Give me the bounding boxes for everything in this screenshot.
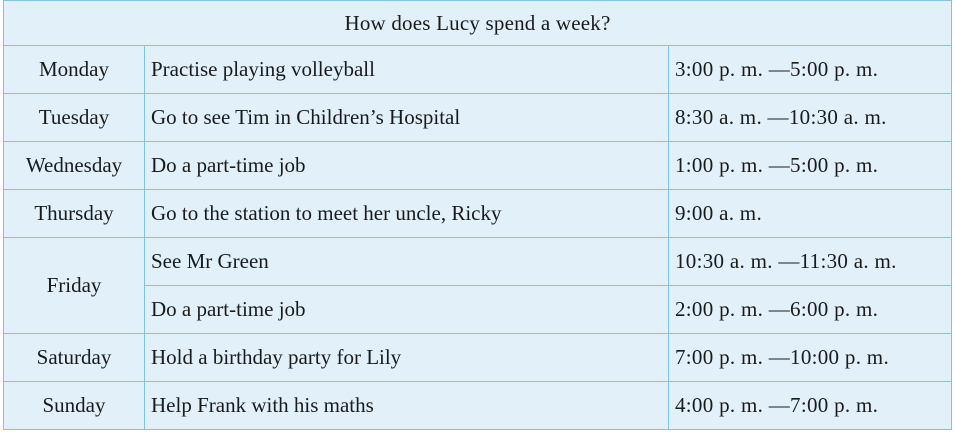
day-cell: Sunday — [3, 381, 145, 430]
table-row-friday-2: Do a part-time job 2:00 p. m. —6:00 p. m… — [4, 285, 953, 334]
day-cell: Tuesday — [3, 93, 145, 142]
table-row-wednesday: Wednesday Do a part-time job 1:00 p. m. … — [3, 141, 953, 190]
time-cell: 9:00 a. m. — [667, 189, 953, 238]
day-cell: Friday — [3, 237, 145, 334]
time-cell: 7:00 p. m. —10:00 p. m. — [667, 333, 953, 382]
activity-cell: Go to the station to meet her uncle, Ric… — [144, 189, 669, 238]
activity-cell: Practise playing volleyball — [144, 45, 669, 94]
time-cell: 8:30 a. m. —10:30 a. m. — [667, 93, 953, 142]
day-cell: Thursday — [3, 189, 145, 238]
activity-cell: Do a part-time job — [144, 141, 669, 190]
activity-cell: See Mr Green — [144, 237, 669, 286]
table-row-monday: Monday Practise playing volleyball 3:00 … — [3, 45, 953, 94]
day-cell: Wednesday — [3, 141, 145, 190]
time-cell: 3:00 p. m. —5:00 p. m. — [667, 45, 953, 94]
title-row: How does Lucy spend a week? — [2, 0, 953, 46]
time-cell: 1:00 p. m. —5:00 p. m. — [667, 141, 953, 190]
time-cell: 2:00 p. m. —6:00 p. m. — [667, 285, 953, 334]
table-row-tuesday: Tuesday Go to see Tim in Children’s Hosp… — [3, 93, 953, 142]
table-row-saturday: Saturday Hold a birthday party for Lily … — [3, 333, 953, 382]
time-cell: 4:00 p. m. —7:00 p. m. — [667, 381, 953, 430]
table-row-thursday: Thursday Go to the station to meet her u… — [3, 189, 953, 238]
activity-cell: Help Frank with his maths — [144, 381, 669, 430]
activity-cell: Go to see Tim in Children’s Hospital — [144, 93, 669, 142]
activity-cell: Hold a birthday party for Lily — [144, 333, 669, 382]
table-row-friday-1: Friday See Mr Green 10:30 a. m. —11:30 a… — [3, 237, 953, 334]
time-cell: 10:30 a. m. —11:30 a. m. — [667, 237, 953, 286]
activity-cell: Do a part-time job — [144, 285, 669, 334]
day-cell: Saturday — [3, 333, 145, 382]
table-row-sunday: Sunday Help Frank with his maths 4:00 p.… — [3, 381, 953, 430]
table-title: How does Lucy spend a week? — [2, 0, 953, 46]
day-cell: Monday — [3, 45, 145, 94]
